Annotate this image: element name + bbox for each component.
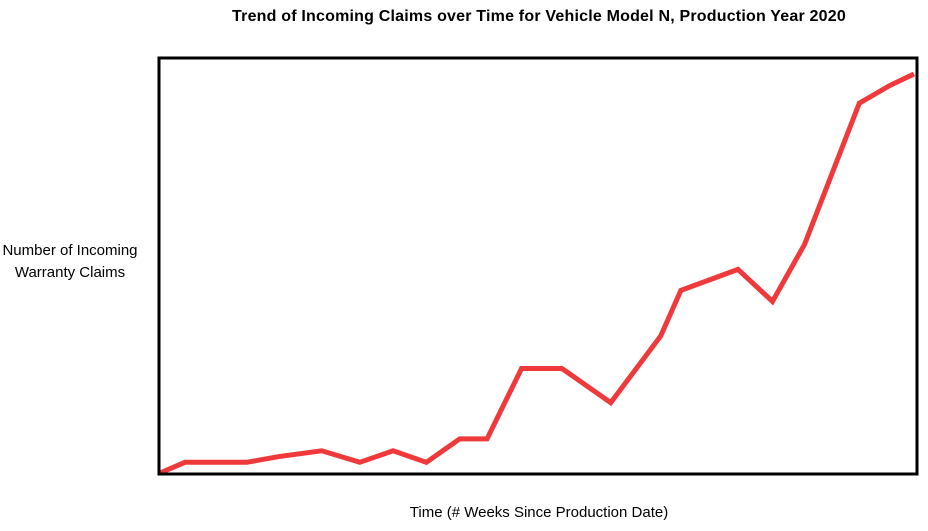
y-axis-label: Number of Incoming Warranty Claims [2, 242, 138, 281]
x-axis-label: Time (# Weeks Since Production Date) [409, 504, 669, 521]
plot-frame [157, 56, 919, 476]
series-layer [159, 71, 916, 476]
chart-title: Trend of Incoming Claims over Time for V… [232, 8, 846, 25]
series-line-0 [159, 71, 916, 476]
